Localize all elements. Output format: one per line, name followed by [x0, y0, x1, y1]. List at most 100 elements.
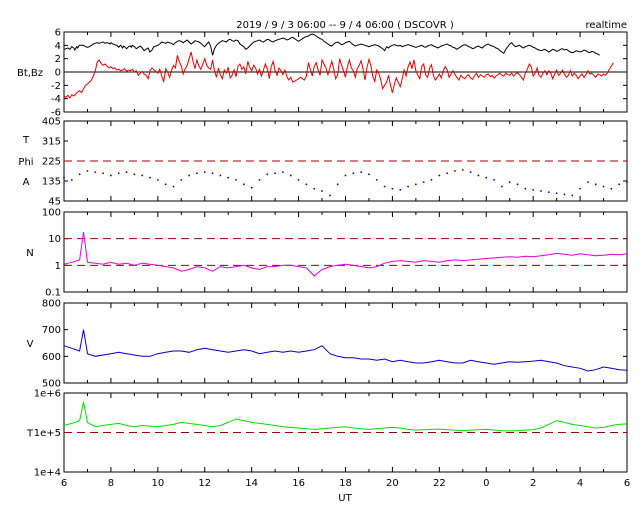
y-tick-label: 2 — [55, 54, 61, 65]
data-point — [414, 183, 417, 186]
data-point — [219, 174, 222, 177]
data-point — [461, 168, 464, 171]
data-point — [156, 178, 159, 181]
y-tick-label: 225 — [42, 157, 61, 168]
data-point — [274, 172, 277, 175]
x-tick-label: 18 — [339, 478, 352, 489]
data-point — [282, 171, 284, 174]
panel-frame — [63, 302, 628, 384]
realtime-label: realtime — [585, 20, 627, 31]
data-point — [587, 181, 589, 184]
data-point — [141, 174, 144, 177]
y-tick-label: -4 — [51, 94, 61, 105]
y-axis-label: N — [26, 248, 33, 259]
y-axis-label: T — [26, 429, 34, 440]
y-tick-label: 500 — [42, 379, 61, 390]
data-point — [485, 176, 488, 179]
data-point — [352, 172, 355, 175]
panel-v: 800 700 600 500 V — [27, 299, 628, 390]
data-point — [117, 172, 120, 175]
data-point — [242, 183, 245, 186]
data-point — [305, 183, 308, 186]
data-point — [407, 185, 409, 188]
data-point — [469, 171, 472, 174]
y-tick-label: 45 — [48, 197, 61, 208]
data-point — [266, 173, 269, 176]
y-tick-label: -2 — [51, 81, 61, 92]
data-point — [454, 170, 456, 172]
data-point — [86, 170, 89, 172]
data-point — [399, 188, 402, 191]
data-point — [235, 178, 237, 181]
y-axis-label: T — [22, 135, 30, 146]
panel-t: 1e+6 1e+5 1e+4 T — [26, 389, 628, 479]
data-point — [313, 187, 316, 190]
series-phi — [63, 168, 628, 197]
y-axis-label: Bt,Bz — [17, 68, 43, 79]
y-tick-label: 0 — [55, 68, 61, 79]
data-point — [493, 178, 495, 181]
panels: 6420-2-4-6Bt,Bz40531522513545TPhiA100101… — [17, 28, 630, 490]
series-bt — [63, 33, 600, 56]
y-tick-label: 10 — [48, 234, 61, 245]
data-point — [336, 183, 339, 186]
x-axis-label: UT — [338, 493, 352, 504]
data-point — [180, 178, 183, 181]
data-point — [172, 185, 175, 188]
data-point — [532, 188, 535, 191]
data-point — [579, 187, 581, 190]
series-v — [63, 329, 628, 372]
data-point — [164, 183, 167, 186]
y-tick-label: 4 — [55, 41, 61, 52]
data-point — [563, 193, 566, 196]
data-point — [297, 178, 300, 181]
data-point — [188, 174, 191, 177]
x-tick-label: 6 — [624, 478, 630, 489]
panel-btbz: 6 4 2 0 -2 -4 -6 Bt,Bz — [17, 28, 628, 119]
data-point — [571, 194, 574, 197]
data-point — [368, 173, 370, 176]
data-point — [555, 192, 558, 195]
data-point — [524, 187, 527, 190]
y-tick-label: 135 — [42, 177, 61, 188]
panel-frame — [63, 211, 628, 293]
data-point — [430, 178, 433, 181]
x-tick-label: 12 — [198, 478, 211, 489]
x-tick-label: 22 — [433, 478, 446, 489]
y-tick-label: 700 — [42, 325, 61, 336]
y-axis-label: V — [27, 339, 34, 350]
data-point — [391, 187, 394, 190]
chart-title: 2019 / 9 / 3 06:00 -- 9 / 4 06:00 ( DSCO… — [236, 20, 454, 31]
y-tick-label: 1e+6 — [34, 389, 61, 400]
x-tick-label: 2 — [530, 478, 536, 489]
data-point — [110, 174, 112, 177]
data-point — [258, 178, 261, 181]
data-point — [500, 185, 503, 188]
series-n — [63, 231, 628, 277]
data-point — [149, 176, 151, 179]
data-point — [203, 171, 206, 174]
data-point — [289, 174, 292, 177]
data-point — [78, 173, 81, 176]
data-point — [547, 191, 550, 194]
y-tick-label: -6 — [51, 108, 61, 119]
data-point — [516, 183, 519, 186]
data-point — [211, 172, 214, 175]
data-point — [508, 181, 511, 184]
y-tick-label: 315 — [42, 137, 61, 148]
data-point — [70, 178, 73, 181]
data-point — [227, 176, 230, 179]
panel-phi: 405 315 225 135 45 T Phi A — [18, 117, 628, 208]
data-point — [477, 174, 480, 177]
y-tick-label: 1e+4 — [34, 468, 61, 479]
data-point — [626, 181, 628, 184]
data-point — [438, 174, 441, 177]
series-bz — [63, 51, 614, 99]
y-tick-label: 6 — [55, 28, 61, 39]
y-tick-label: 1 — [55, 261, 61, 272]
y-axis-label: Phi — [18, 157, 33, 168]
data-point — [196, 172, 198, 175]
data-point — [422, 181, 425, 184]
y-tick-label: 1e+5 — [34, 428, 61, 439]
